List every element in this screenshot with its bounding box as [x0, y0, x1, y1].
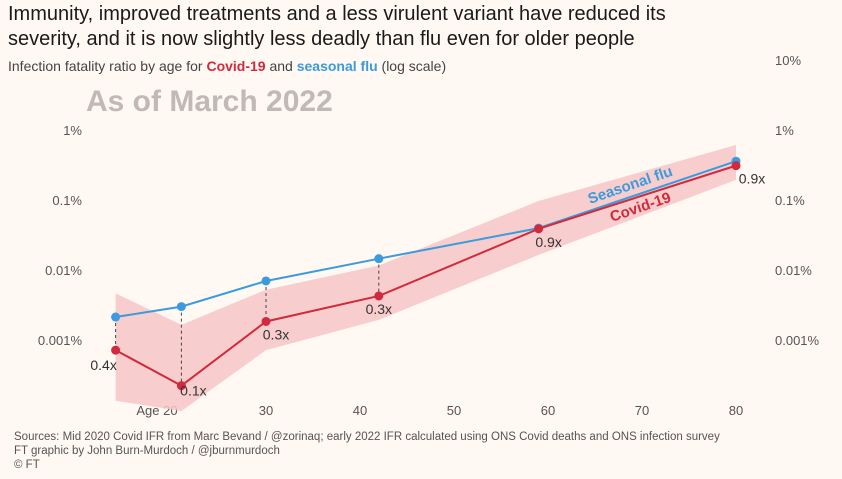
uncertainty-band — [115, 145, 737, 412]
subtitle-part: Covid-19 — [206, 58, 265, 74]
source-line: FT graphic by John Burn-Murdoch / @jburn… — [14, 445, 280, 457]
data-point — [374, 254, 384, 264]
data-point — [261, 276, 271, 286]
x-tick-label: 30 — [259, 403, 273, 418]
x-tick-label: 40 — [353, 403, 367, 418]
subtitle: Infection fatality ratio by age for Covi… — [8, 58, 446, 74]
y-tick-label: 0.1% — [775, 193, 805, 208]
x-tick-label: 80 — [729, 403, 743, 418]
ratio-label: 0.3x — [263, 326, 289, 342]
y-tick-label: 0.01% — [775, 263, 812, 278]
data-point — [374, 291, 384, 301]
data-point — [111, 312, 121, 322]
subtitle-part: Infection fatality ratio by age for — [8, 58, 206, 74]
source-line: Sources: Mid 2020 Covid IFR from Marc Be… — [14, 431, 720, 443]
y-tick-label: 0.1% — [52, 193, 82, 208]
ratio-label: 0.1x — [180, 383, 206, 399]
data-point — [534, 224, 544, 234]
source-line: © FT — [14, 459, 40, 471]
subtitle-part: (log scale) — [378, 58, 446, 74]
subtitle-part: seasonal flu — [297, 58, 378, 74]
data-point — [176, 302, 186, 312]
data-point — [261, 316, 271, 326]
data-point — [111, 345, 121, 355]
annotation: As of March 2022 — [86, 85, 333, 118]
y-tick-label: 10% — [775, 53, 801, 68]
y-tick-label: 0.001% — [775, 333, 820, 348]
ratio-label: 0.3x — [366, 301, 392, 317]
ratio-label: 0.9x — [535, 234, 561, 250]
title-line: severity, and it is now slightly less de… — [8, 28, 635, 50]
ratio-label: 0.9x — [739, 171, 765, 187]
y-tick-label: 0.001% — [38, 333, 83, 348]
y-tick-label: 0.01% — [45, 263, 82, 278]
title-line: Immunity, improved treatments and a less… — [8, 3, 666, 25]
data-point — [176, 381, 186, 391]
data-point — [731, 161, 741, 171]
series-line — [115, 160, 737, 319]
x-tick-label: 70 — [635, 403, 649, 418]
x-tick-label: 60 — [541, 403, 555, 418]
subtitle-part: and — [266, 58, 297, 74]
y-tick-label: 1% — [775, 123, 794, 138]
x-tick-label: 50 — [447, 403, 461, 418]
y-tick-label: 1% — [63, 123, 82, 138]
series-line — [115, 164, 737, 387]
ratio-label: 0.4x — [90, 357, 116, 373]
